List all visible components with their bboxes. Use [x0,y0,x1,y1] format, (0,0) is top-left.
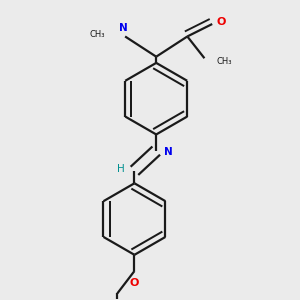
Text: O: O [130,278,139,288]
Text: CH₃: CH₃ [217,57,233,66]
Text: N: N [164,147,173,157]
Text: N: N [119,23,128,33]
Text: H: H [117,164,124,174]
Text: O: O [216,17,226,28]
Text: CH₃: CH₃ [89,30,105,39]
